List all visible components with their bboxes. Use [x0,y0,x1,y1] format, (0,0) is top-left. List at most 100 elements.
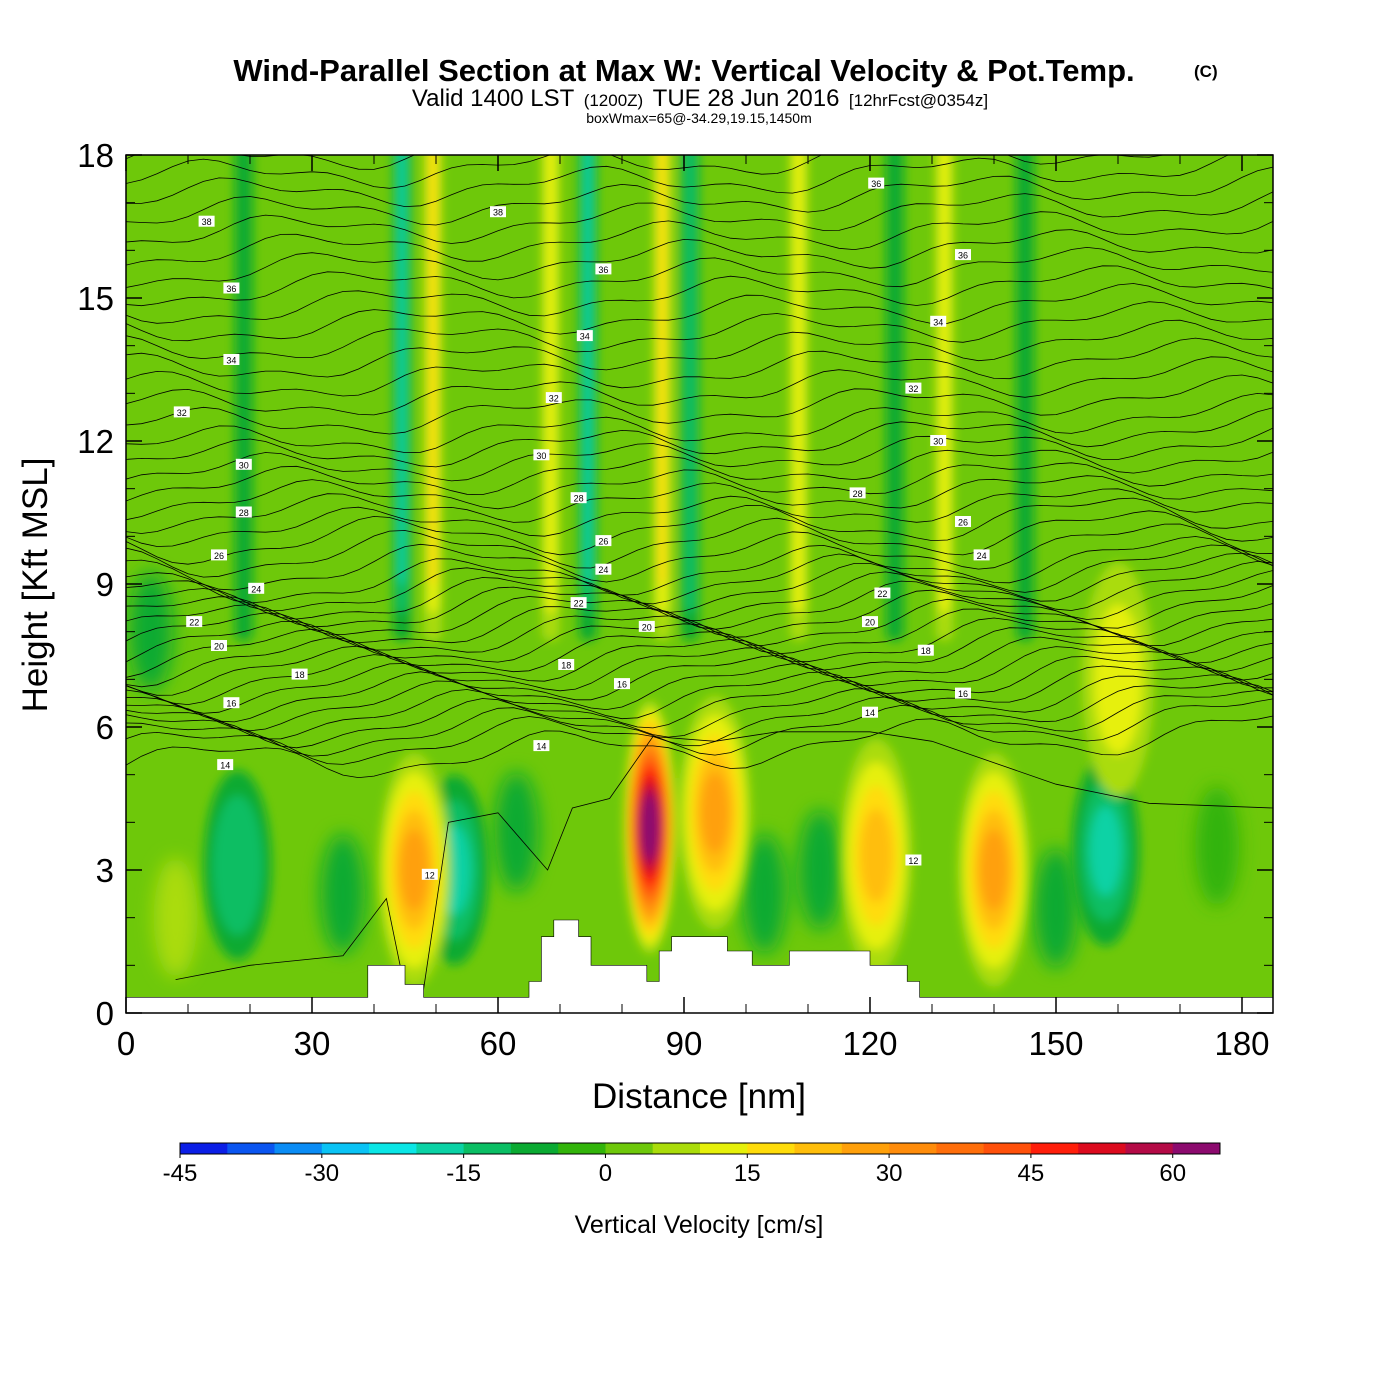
theta-label-box [490,206,506,218]
theta-label-text: 36 [958,251,968,261]
colorbar-frame [179,1142,1221,1155]
theta-label-box [235,506,252,518]
theta-label: 24 [595,563,612,575]
theta-label-box [533,740,550,752]
theta-contour [126,560,1273,628]
valid-date: TUE 28 Jun 2016 [653,85,840,112]
wave-band [658,155,667,584]
wave-band [937,155,951,613]
y-tick-label: 3 [96,852,114,889]
potential-temperature-contours [126,155,1273,990]
x-tick-label: 60 [480,1025,517,1062]
theta-label-box [173,406,190,418]
theta-label-text: 20 [642,622,652,632]
colorbar-tick-label: 0 [599,1160,612,1187]
theta-label: 36 [595,263,612,275]
theta-label-box [533,449,550,461]
theta-label-box [973,549,990,561]
theta-label-box [595,563,612,575]
theta-label-box [235,458,252,470]
y-tick-label: 18 [77,137,114,174]
theta-contour [126,475,1273,534]
theta-label-text: 34 [580,332,590,342]
theta-label-text: 22 [574,599,584,609]
y-axis-label: Height [Kft MSL] [16,458,55,713]
theta-label: 24 [973,549,990,561]
x-tick-label: 120 [842,1025,897,1062]
valid-utc: (1200Z) [584,91,644,110]
theta-contour [126,585,1273,644]
theta-label-box [570,597,587,609]
theta-label-text: 30 [239,460,249,470]
field-smooth-layer [128,571,1240,978]
theta-label-text: 34 [933,317,943,327]
theta-contour-labels: 38 38 36 36 36 36 34 34 34 32 32 32 30 30 30 28 28 28 26 26… [173,177,990,880]
theta-label-box [186,616,203,628]
theta-label-text: 26 [958,518,968,528]
colorbar-swatch [510,1143,559,1154]
theta-contour [126,166,1273,226]
theta-label-box [595,263,612,275]
x-tick-label: 90 [666,1025,703,1062]
theta-label: 30 [235,458,252,470]
theta-label: 18 [917,644,934,656]
theta-label: 32 [545,392,562,404]
terrain-mask [126,919,1273,1013]
theta-label-text: 26 [598,537,608,547]
colorbar-tick-label: 15 [734,1160,761,1187]
theta-label: 34 [223,354,240,366]
theta-label-text: 18 [295,670,305,680]
theta-label: 20 [211,640,227,652]
theta-label-box [223,697,240,709]
colorbar-swatch [1172,1143,1221,1154]
colorbar-tick-label: 45 [1018,1160,1045,1187]
y-tick-label: 6 [96,709,114,746]
theta-contour [126,246,1273,307]
weak-cell [798,810,843,930]
theta-label: 32 [173,406,190,418]
theta-label: 14 [862,706,878,718]
theta-label-text: 28 [574,494,584,504]
colorbar-swatch [227,1143,275,1154]
theta-label: 36 [955,249,971,261]
theta-label-box [917,644,934,656]
colorbar-swatch [889,1143,937,1154]
colorbar-swatch [983,1143,1032,1154]
theta-contour [126,570,1273,636]
theta-label-box [595,535,612,547]
theta-label-text: 34 [226,356,236,366]
theta-contour [126,229,1273,288]
theta-label-text: 12 [425,870,435,880]
theta-contour [126,656,1273,723]
theta-contour [126,427,1273,482]
theta-contour [126,155,1230,208]
theta-contour [126,617,1273,688]
wave-band [234,155,253,642]
theta-contour [126,211,1273,266]
theta-label-text: 38 [493,208,503,218]
theta-label-box [905,854,922,866]
colorbar-label: Vertical Velocity [cm/s] [575,1211,824,1239]
theta-contour [126,319,1273,378]
theta-label-text: 18 [561,661,571,671]
theta-label-box [198,215,215,227]
theta-label: 36 [868,177,885,189]
y-tick-label: 12 [77,423,114,460]
theta-contour [126,155,1166,189]
theta-label-text: 16 [958,689,968,699]
theta-label-text: 14 [865,708,875,718]
theta-label: 22 [570,597,587,609]
updraft-core [400,829,429,911]
theta-label: 26 [955,516,971,528]
valid-time: Valid 1400 LST [412,85,575,112]
colorbar: -45 -30 -15 0 15 30 45 60 [163,1142,1221,1187]
theta-label-box [614,678,630,690]
theta-contour-low [175,731,1273,990]
theta-label: 16 [614,678,630,690]
colorbar-swatch [274,1143,323,1154]
theta-label: 28 [235,506,252,518]
colorbar-swatch [936,1143,984,1154]
theta-label-box [291,668,308,680]
colorbar-swatch [1030,1143,1079,1154]
theta-label-box [905,382,922,394]
